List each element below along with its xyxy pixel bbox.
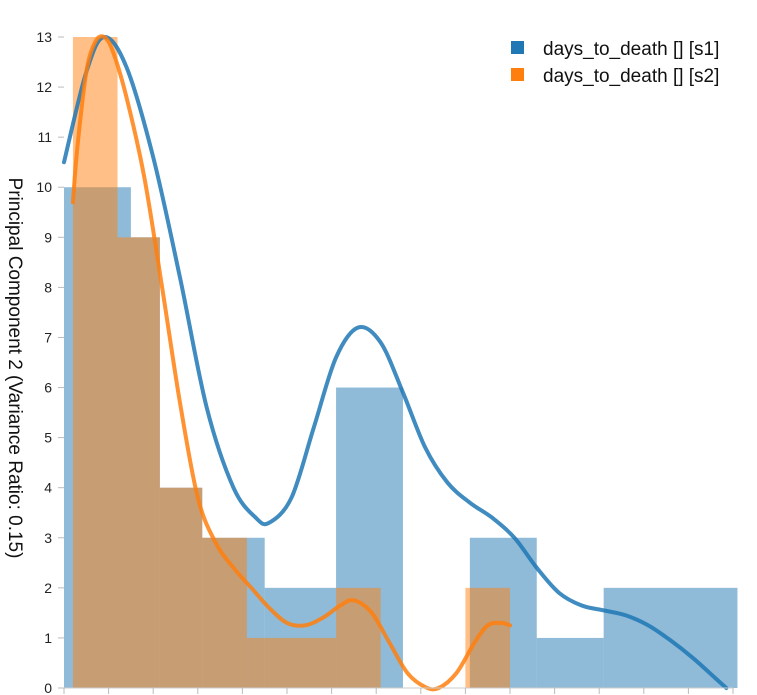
histogram-bar-s1-8 <box>536 637 604 688</box>
histogram-bar-s2-0 <box>72 37 118 688</box>
y-tick-label-9: 9 <box>44 229 52 245</box>
x-axis <box>63 687 734 694</box>
legend-label-s1: days_to_death [] [s1] <box>543 39 719 60</box>
y-tick-label-10: 10 <box>36 179 52 195</box>
y-tick-label-0: 0 <box>44 680 52 695</box>
y-tick-label-8: 8 <box>44 279 52 295</box>
y-tick-label-1: 1 <box>44 630 52 646</box>
y-tick-label-6: 6 <box>44 380 52 396</box>
y-tick-label-7: 7 <box>44 329 52 345</box>
y-tick-label-4: 4 <box>44 480 52 496</box>
legend-swatch-s1 <box>511 41 524 54</box>
histogram-bar-s2-2 <box>159 487 203 688</box>
legend-swatch-s2 <box>511 68 524 81</box>
y-tick-label-3: 3 <box>44 530 52 546</box>
histogram-bar-s2-3 <box>202 537 247 688</box>
histogram-bar-s1-9 <box>603 587 738 688</box>
bars-series-s2 <box>72 37 510 689</box>
y-tick-label-5: 5 <box>44 430 52 446</box>
histogram-bar-s2-4 <box>246 637 337 688</box>
density-curve-s1 <box>62 35 729 690</box>
y-tick-label-2: 2 <box>44 580 52 596</box>
y-tick-label-12: 12 <box>36 79 52 95</box>
legend-label-s2: days_to_death [] [s2] <box>543 66 719 87</box>
y-axis-title: Principal Component 2 (Variance Ratio: 0… <box>4 178 25 559</box>
legend: days_to_death [] [s1] days_to_death [] [s… <box>511 39 719 87</box>
y-tick-label-13: 13 <box>36 29 52 45</box>
y-tick-label-11: 11 <box>37 129 52 145</box>
histogram-bar-s2-1 <box>117 237 160 689</box>
histogram-bar-s2-7 <box>465 587 510 688</box>
